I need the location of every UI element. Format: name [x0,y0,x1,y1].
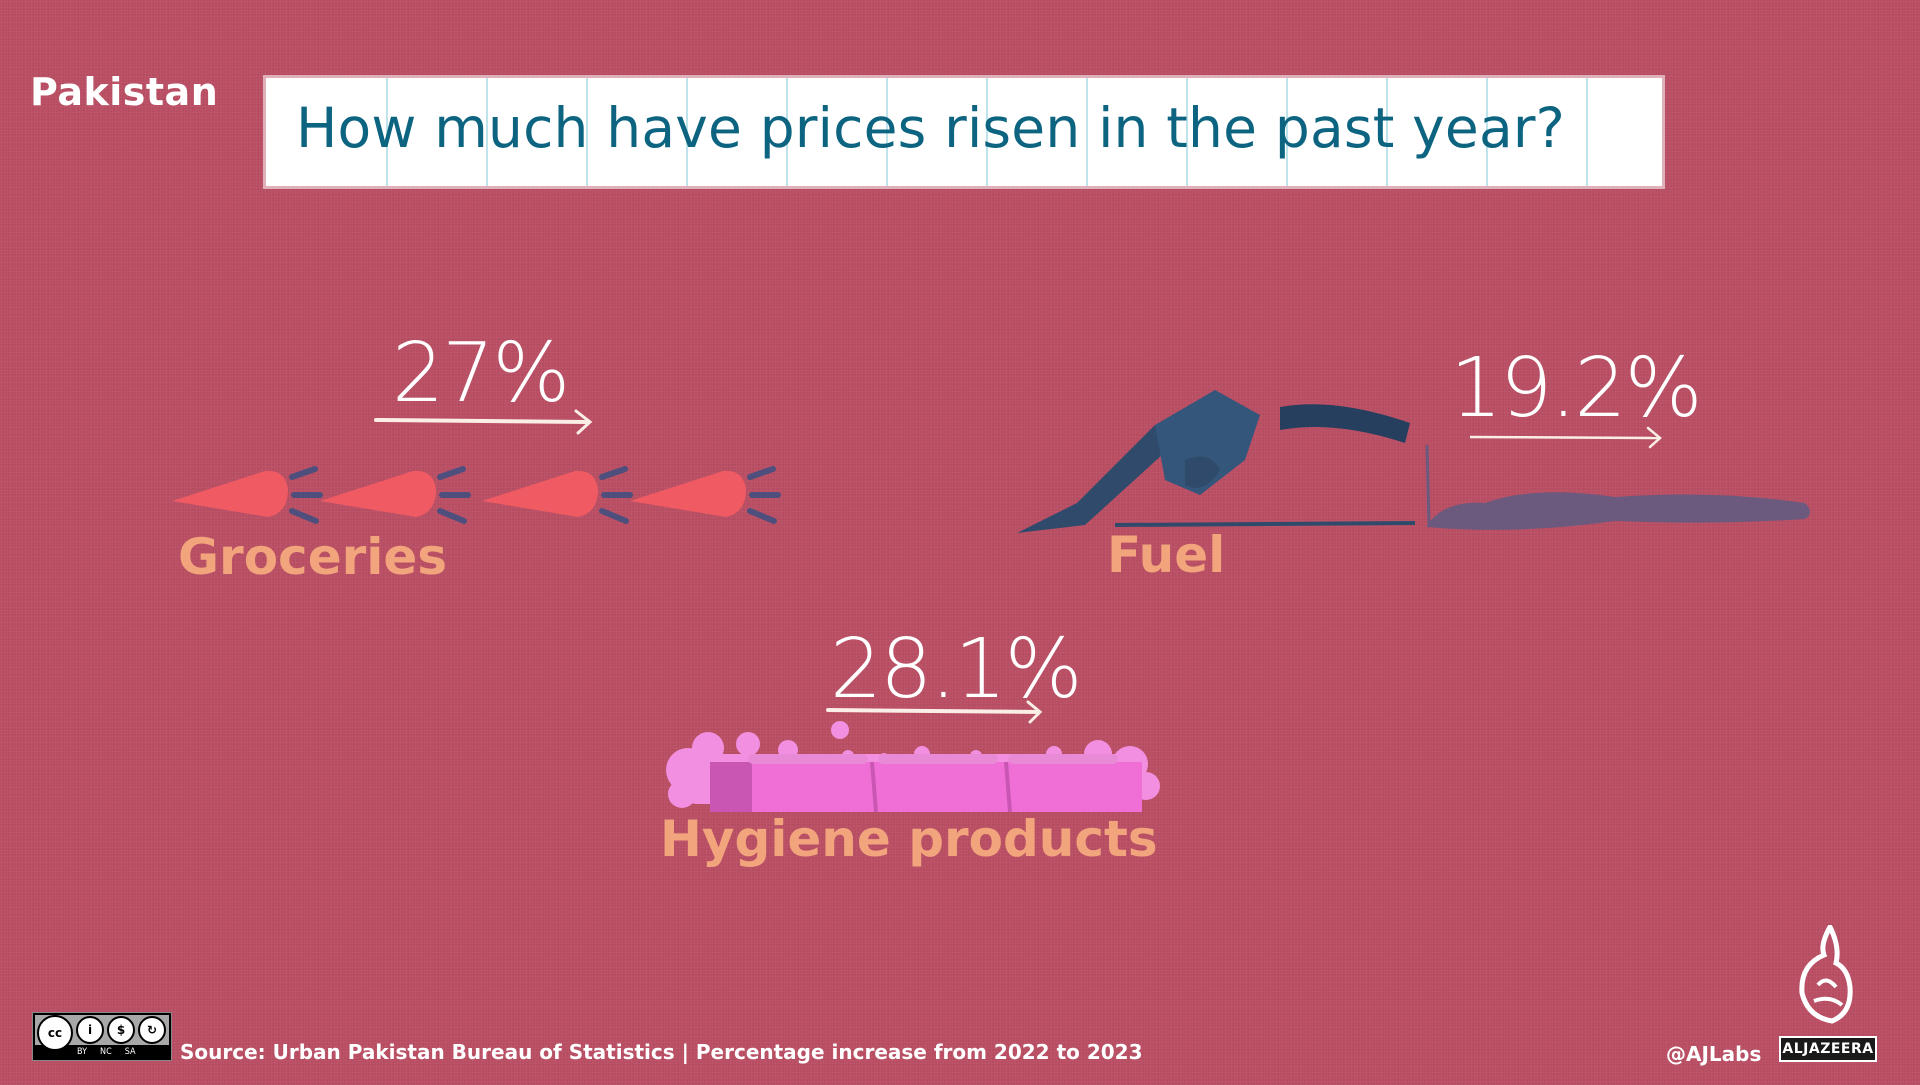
attribution-icon: i [76,1016,104,1044]
carrot-icon [482,466,633,524]
hygiene-label: Hygiene products [660,810,1158,868]
sharealike-icon: ↻ [138,1016,166,1044]
title-card: How much have prices risen in the past y… [266,78,1662,186]
carrot-icon [630,466,781,524]
social-handle[interactable]: @AJLabs [1666,1042,1762,1066]
license-sa: SA [124,1047,136,1057]
groceries-label: Groceries [178,528,448,586]
page-title: How much have prices risen in the past y… [296,96,1566,160]
license-nc: NC [100,1047,112,1057]
aljazeera-logo[interactable]: ALJAZEERA [1779,1036,1877,1062]
cc-license-badge[interactable]: cc i $ ↻ BY NC SA [32,1012,172,1061]
source-note: Source: Urban Pakistan Bureau of Statist… [180,1040,1143,1064]
aljazeera-emblem-icon [1799,925,1853,1024]
increase-arrow-icon [1469,426,1662,449]
increase-arrow-icon [826,700,1043,724]
country-label: Pakistan [30,70,219,114]
groceries-value: 27% [392,326,570,421]
fuel-value: 19.2% [1450,341,1702,436]
carrots-illustration [172,466,781,524]
cc-icon: cc [37,1015,73,1051]
fuel-nozzle-icon [1017,390,1810,533]
increase-arrow-icon [374,409,593,435]
carrot-icon [172,466,323,524]
hygiene-value: 28.1% [830,622,1082,717]
license-by: BY [77,1047,88,1057]
soap-bar-icon [666,721,1160,813]
fuel-label: Fuel [1107,526,1226,584]
carrot-icon [320,466,471,524]
noncommercial-icon: $ [107,1016,135,1044]
